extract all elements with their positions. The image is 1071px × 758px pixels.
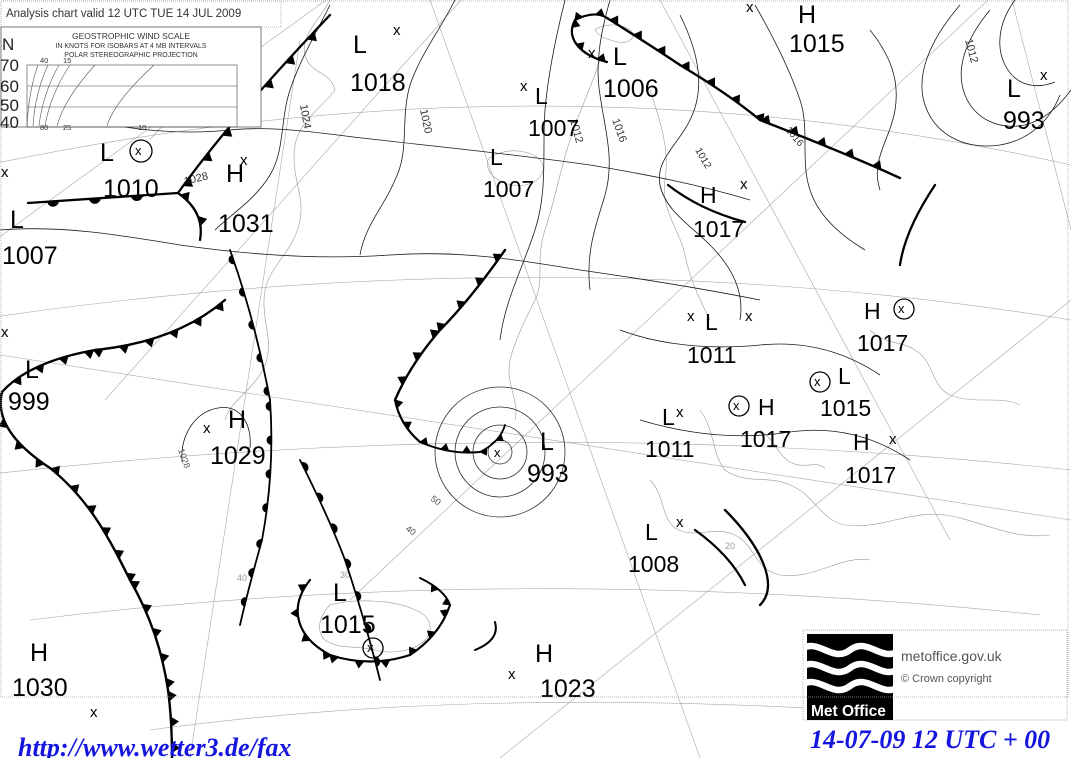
svg-text:1007: 1007 bbox=[2, 242, 58, 270]
svg-text:1006: 1006 bbox=[603, 75, 659, 103]
svg-text:1010: 1010 bbox=[103, 175, 159, 203]
svg-text:x: x bbox=[520, 78, 528, 95]
svg-text:Met Office: Met Office bbox=[811, 703, 886, 720]
svg-text:1007: 1007 bbox=[483, 176, 534, 202]
svg-text:x: x bbox=[676, 404, 684, 421]
svg-text:L: L bbox=[490, 144, 503, 170]
svg-text:10: 10 bbox=[138, 123, 146, 132]
svg-text:metoffice.gov.uk: metoffice.gov.uk bbox=[901, 648, 1003, 664]
svg-text:GEOSTROPHIC WIND SCALE: GEOSTROPHIC WIND SCALE bbox=[72, 31, 190, 41]
svg-text:x: x bbox=[367, 640, 374, 655]
svg-text:993: 993 bbox=[1003, 107, 1045, 135]
svg-text:x: x bbox=[508, 666, 516, 683]
svg-text:POLAR STEREOGRAPHIC PROJECTION: POLAR STEREOGRAPHIC PROJECTION bbox=[64, 52, 197, 59]
svg-text:1017: 1017 bbox=[857, 330, 908, 356]
svg-text:x: x bbox=[745, 308, 753, 325]
svg-text:L: L bbox=[838, 363, 851, 389]
svg-text:1029: 1029 bbox=[210, 442, 266, 470]
svg-text:1018: 1018 bbox=[350, 69, 406, 97]
svg-text:1015: 1015 bbox=[320, 611, 376, 639]
svg-text:x: x bbox=[135, 143, 142, 158]
svg-text:25: 25 bbox=[63, 123, 71, 132]
svg-text:20: 20 bbox=[725, 541, 735, 551]
svg-text:x: x bbox=[1, 164, 9, 181]
svg-text:H: H bbox=[758, 394, 775, 420]
svg-text:IN KNOTS FOR ISOBARS AT 4 MB: IN KNOTS FOR ISOBARS AT 4 MB INTERVALS bbox=[55, 43, 207, 50]
svg-text:x: x bbox=[898, 301, 905, 316]
svg-text:1007: 1007 bbox=[528, 115, 579, 141]
svg-text:x: x bbox=[90, 704, 98, 721]
svg-text:x: x bbox=[676, 514, 684, 531]
svg-text:© Crown copyright: © Crown copyright bbox=[901, 673, 992, 685]
svg-text:L: L bbox=[333, 579, 347, 607]
svg-text:70: 70 bbox=[0, 56, 19, 75]
svg-text:x: x bbox=[393, 22, 401, 39]
svg-text:x: x bbox=[687, 308, 695, 325]
svg-text:x: x bbox=[733, 398, 740, 413]
svg-text:1017: 1017 bbox=[845, 462, 896, 488]
svg-text:L: L bbox=[705, 309, 718, 335]
svg-text:1017: 1017 bbox=[693, 216, 744, 242]
svg-text:H: H bbox=[798, 1, 816, 29]
svg-text:1011: 1011 bbox=[645, 436, 694, 462]
svg-text:x: x bbox=[1040, 67, 1048, 84]
svg-text:40: 40 bbox=[0, 113, 19, 132]
svg-text:1015: 1015 bbox=[789, 30, 845, 58]
svg-text:999: 999 bbox=[8, 388, 50, 416]
svg-text:x: x bbox=[1, 324, 9, 341]
svg-text:60: 60 bbox=[0, 77, 19, 96]
svg-text:L: L bbox=[540, 428, 554, 456]
svg-text:1015: 1015 bbox=[820, 395, 871, 421]
svg-text:1011: 1011 bbox=[687, 342, 736, 368]
svg-text:H: H bbox=[228, 406, 246, 434]
svg-text:H: H bbox=[864, 298, 881, 324]
svg-text:L: L bbox=[353, 31, 367, 59]
svg-text:x: x bbox=[240, 152, 248, 169]
svg-text:L: L bbox=[613, 43, 627, 71]
svg-text:L: L bbox=[645, 519, 658, 545]
svg-text:x: x bbox=[814, 374, 821, 389]
svg-text:x: x bbox=[494, 445, 501, 460]
svg-text:L: L bbox=[1007, 75, 1021, 103]
svg-text:L: L bbox=[10, 206, 24, 234]
svg-text:1031: 1031 bbox=[218, 210, 274, 238]
svg-text:993: 993 bbox=[527, 460, 569, 488]
svg-text:1017: 1017 bbox=[740, 426, 791, 452]
svg-text:40: 40 bbox=[237, 573, 247, 583]
svg-text:x: x bbox=[746, 0, 754, 16]
svg-text:15: 15 bbox=[63, 56, 71, 65]
svg-text:x: x bbox=[588, 45, 596, 62]
svg-text:1008: 1008 bbox=[628, 551, 679, 577]
svg-text:80: 80 bbox=[40, 123, 48, 132]
svg-text:x: x bbox=[203, 420, 211, 437]
svg-text:1023: 1023 bbox=[540, 675, 596, 703]
svg-text:H: H bbox=[853, 429, 870, 455]
svg-text:1030: 1030 bbox=[12, 674, 68, 702]
svg-text:Analysis chart valid 12 UTC TU: Analysis chart valid 12 UTC TUE 14 JUL 2… bbox=[6, 8, 241, 20]
svg-text:L: L bbox=[100, 139, 114, 167]
svg-text:L: L bbox=[535, 83, 548, 109]
svg-text:N: N bbox=[2, 35, 14, 54]
svg-text:x: x bbox=[889, 431, 897, 448]
svg-text:40: 40 bbox=[40, 56, 48, 65]
svg-text:L: L bbox=[25, 356, 39, 384]
svg-text:L: L bbox=[662, 404, 675, 430]
svg-text:x: x bbox=[740, 176, 748, 193]
svg-text:H: H bbox=[700, 182, 717, 208]
svg-text:H: H bbox=[535, 640, 553, 668]
svg-text:H: H bbox=[30, 639, 48, 667]
